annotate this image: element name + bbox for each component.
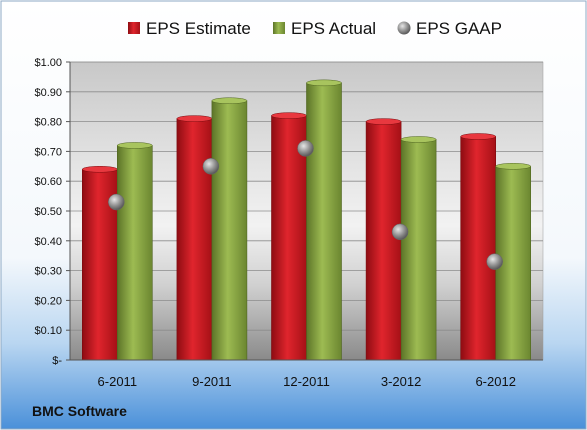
- bars: [82, 79, 532, 361]
- legend-label-eps-gaap: EPS GAAP: [416, 19, 502, 38]
- bar-eps-estimate: [460, 136, 497, 361]
- y-tick-label: $-: [52, 355, 62, 367]
- x-axis: 6-2011 9-2011 12-2011 3-2012 6-2012: [70, 359, 543, 389]
- legend-label-eps-actual: EPS Actual: [291, 19, 376, 38]
- y-tick-label: $0.80: [34, 117, 62, 129]
- bar-eps-actual: [117, 145, 153, 361]
- bar-eps-estimate: [365, 121, 402, 361]
- legend-swatch-eps-estimate: [128, 22, 140, 34]
- bar-top-eps-estimate: [176, 115, 213, 122]
- marker-eps-gaap: [486, 253, 503, 270]
- bar-top-eps-actual: [495, 163, 531, 170]
- bar-eps-actual: [211, 100, 248, 361]
- y-tick-label: $0.90: [34, 87, 62, 99]
- gaap-markers: [108, 140, 503, 270]
- marker-eps-gaap: [202, 158, 220, 175]
- x-tick-label: 9-2011: [192, 374, 232, 389]
- bar-top-eps-estimate: [82, 166, 118, 173]
- y-tick-label: $0.50: [34, 206, 62, 218]
- marker-eps-gaap: [391, 223, 409, 241]
- bar-top-eps-estimate: [460, 133, 496, 140]
- x-tick-label: 6-2012: [475, 374, 515, 389]
- bar-top-eps-actual: [117, 142, 153, 149]
- bar-top-eps-actual: [306, 79, 342, 87]
- company-name: BMC Software: [32, 403, 127, 419]
- legend-swatch-eps-actual: [273, 22, 285, 34]
- y-tick-label: $0.60: [34, 176, 62, 188]
- x-tick-label: 12-2011: [283, 374, 330, 389]
- bar-eps-actual: [306, 82, 342, 361]
- bar-top-eps-actual: [211, 97, 248, 104]
- y-axis: $- $0.10 $0.20 $0.30 $0.40 $0.50 $0.60 $0.70 $0.…: [34, 57, 71, 367]
- bar-eps-estimate: [271, 115, 307, 361]
- y-tick-label: $0.70: [34, 146, 62, 158]
- bar-eps-estimate: [176, 118, 213, 361]
- legend-label-eps-estimate: EPS Estimate: [146, 19, 251, 38]
- bar-eps-actual: [400, 139, 437, 361]
- bar-top-eps-actual: [400, 136, 437, 143]
- marker-eps-gaap: [108, 193, 125, 211]
- x-tick-label: 3-2012: [381, 374, 421, 389]
- bar-top-eps-estimate: [271, 112, 307, 119]
- y-tick-label: $0.10: [34, 325, 62, 337]
- bar-top-eps-estimate: [365, 118, 402, 125]
- y-tick-label: $0.20: [34, 295, 62, 307]
- y-tick-label: $1.00: [34, 57, 62, 69]
- y-tick-label: $0.40: [34, 236, 62, 248]
- legend-swatch-eps-gaap: [397, 21, 411, 35]
- legend: EPS Estimate EPS Actual EPS GAAP: [128, 19, 502, 38]
- x-tick-label: 6-2011: [98, 374, 138, 389]
- y-tick-label: $0.30: [34, 266, 62, 278]
- marker-eps-gaap: [297, 140, 314, 157]
